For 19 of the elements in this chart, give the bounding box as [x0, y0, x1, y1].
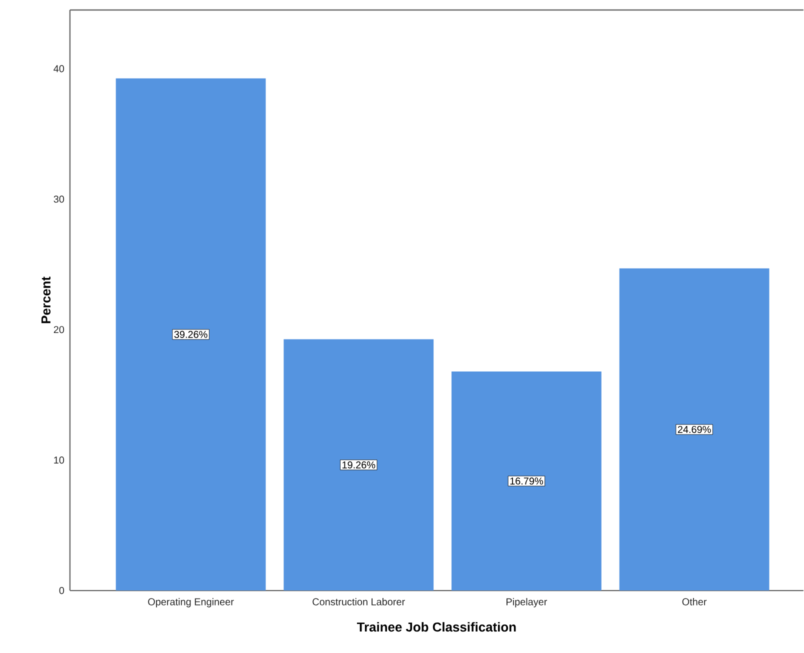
x-tick-label: Pipelayer [506, 598, 548, 608]
bar [452, 372, 602, 591]
bar [619, 268, 770, 591]
x-axis-title: Trainee Job Classification [356, 622, 516, 632]
x-tick-label: Other [682, 598, 707, 606]
y-tick-label: 20 [54, 326, 64, 334]
y-tick-label: 40 [54, 65, 64, 72]
bar [116, 78, 266, 591]
y-tick-label: 30 [54, 196, 64, 203]
y-tick-label: 10 [54, 456, 64, 464]
data-label: 24.69% [678, 426, 711, 434]
y-axis-title: Percent [41, 276, 51, 324]
data-label: 16.79% [510, 478, 544, 485]
data-label: 19.26% [342, 462, 376, 469]
y-tick-label: 0 [59, 587, 64, 594]
bar [284, 340, 434, 591]
x-tick-label: Construction Laborer [312, 598, 405, 606]
data-label: 39.26% [174, 331, 208, 338]
x-tick-label: Operating Engineer [148, 598, 234, 608]
